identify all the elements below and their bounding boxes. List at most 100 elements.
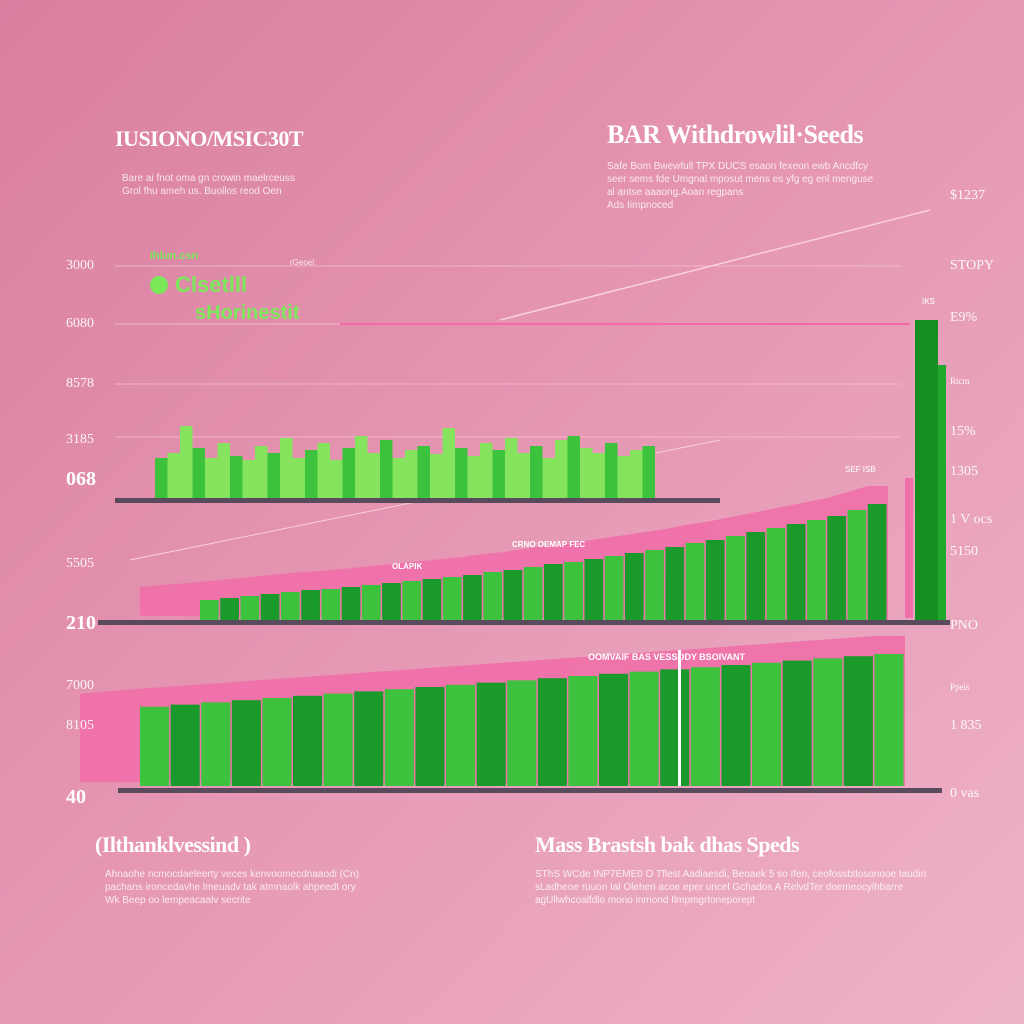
bar — [726, 536, 745, 620]
bar — [280, 592, 300, 620]
bar — [170, 704, 200, 786]
bar — [361, 585, 381, 620]
bar — [555, 440, 568, 498]
legend-small: Ihlun.csn — [150, 250, 199, 262]
panel3-label: OOMVAIF BAS VESSODY BSOIVANT — [588, 652, 746, 662]
bar — [523, 567, 543, 620]
bar — [766, 528, 786, 620]
bar — [530, 446, 543, 498]
bar — [605, 443, 618, 498]
bar — [617, 456, 630, 498]
bar — [292, 458, 305, 498]
footer-left-title: (Ilthanklvessind ) — [95, 832, 251, 857]
legend-dot-icon — [150, 276, 168, 294]
footer-left-text: Ahnaohe ncmocdaeleerty veces kenvoomecdn… — [105, 869, 360, 906]
bar — [200, 600, 219, 620]
left-tick-label: 8578 — [66, 376, 94, 391]
bar — [382, 583, 401, 620]
right-tick-label: 0 vas — [950, 786, 980, 801]
left-tick-label: 3185 — [66, 432, 94, 447]
bar — [867, 504, 887, 620]
bar — [455, 448, 468, 498]
bar — [140, 706, 170, 786]
bar — [599, 673, 629, 786]
bar — [240, 596, 260, 620]
bar — [721, 665, 751, 786]
bar — [624, 553, 644, 620]
bar — [705, 540, 725, 620]
bar — [604, 556, 624, 620]
bar — [874, 654, 904, 786]
footer-right-text: SThS WCde INP7EME0 O Tflest Aadiaesdi, B… — [535, 869, 927, 906]
bar — [262, 698, 292, 786]
bar — [323, 693, 353, 786]
bar — [827, 516, 847, 620]
bar — [417, 446, 430, 498]
bar — [463, 575, 482, 620]
bar — [645, 550, 664, 620]
bar — [690, 667, 720, 786]
legend-note: rGeoel — [290, 258, 315, 267]
bar — [752, 662, 782, 786]
bar — [786, 524, 806, 620]
bar — [415, 687, 445, 786]
footer-right-title: Mass Brastsh bak dhas Speds — [535, 832, 800, 857]
bar — [568, 676, 598, 786]
x-axis — [115, 498, 720, 503]
bar — [201, 702, 231, 786]
left-tick-label: 8105 — [66, 718, 94, 733]
right-title: BAR Withdrowlil·Seeds — [607, 120, 864, 149]
bar — [192, 448, 205, 498]
x-axis — [118, 788, 942, 793]
right-tick-label: 1 835 — [950, 718, 982, 733]
bar — [660, 669, 690, 786]
bar — [580, 448, 593, 498]
bar — [483, 572, 503, 620]
bar — [843, 656, 873, 786]
bar — [746, 532, 766, 620]
bar — [220, 598, 239, 620]
pink-divider — [905, 478, 913, 618]
bar — [330, 460, 343, 498]
right-subtitle: Safe Bom Bwewfull TPX DUCS esaon fexeon … — [607, 161, 874, 211]
tall-bar-tag: IKS — [922, 297, 935, 306]
bar — [630, 450, 643, 498]
bar — [217, 443, 230, 498]
right-tick-label: Rtcm — [950, 376, 970, 386]
bar — [813, 658, 843, 786]
left-title: IUSIONO/MSIC30T — [115, 126, 304, 151]
bar — [665, 547, 685, 620]
bar — [592, 453, 605, 498]
tall-bar — [938, 365, 946, 620]
panel2-label2: OLAPIK — [392, 562, 423, 571]
left-subtitle: Bare ai fnot oma gn crowin maelrceuss Gr… — [122, 173, 295, 197]
bar — [242, 460, 255, 498]
panel2-top: SEF ISB — [845, 465, 876, 474]
bar — [782, 660, 812, 786]
bar — [537, 678, 567, 786]
bar — [167, 453, 180, 498]
right-tick-label: 1305 — [950, 464, 978, 479]
right-tick-label: $1237 — [950, 188, 985, 203]
tall-bar — [915, 320, 938, 620]
left-tick-label: 7000 — [66, 678, 94, 693]
bar — [155, 458, 168, 498]
bar — [544, 564, 563, 620]
bar — [405, 450, 418, 498]
marker-line — [678, 650, 681, 786]
bar — [584, 559, 604, 620]
bar — [446, 684, 476, 786]
left-tick-label: 3000 — [66, 258, 94, 273]
x-axis — [98, 620, 950, 625]
left-tick-label: 068 — [66, 468, 96, 490]
bar — [231, 700, 261, 786]
bar — [505, 438, 518, 498]
right-tick-label: STOPY — [950, 258, 995, 273]
bar — [847, 510, 867, 620]
bar — [442, 577, 462, 620]
left-tick-label: 5505 — [66, 556, 94, 571]
bar — [503, 570, 523, 620]
bar — [267, 453, 280, 498]
bar — [380, 440, 393, 498]
